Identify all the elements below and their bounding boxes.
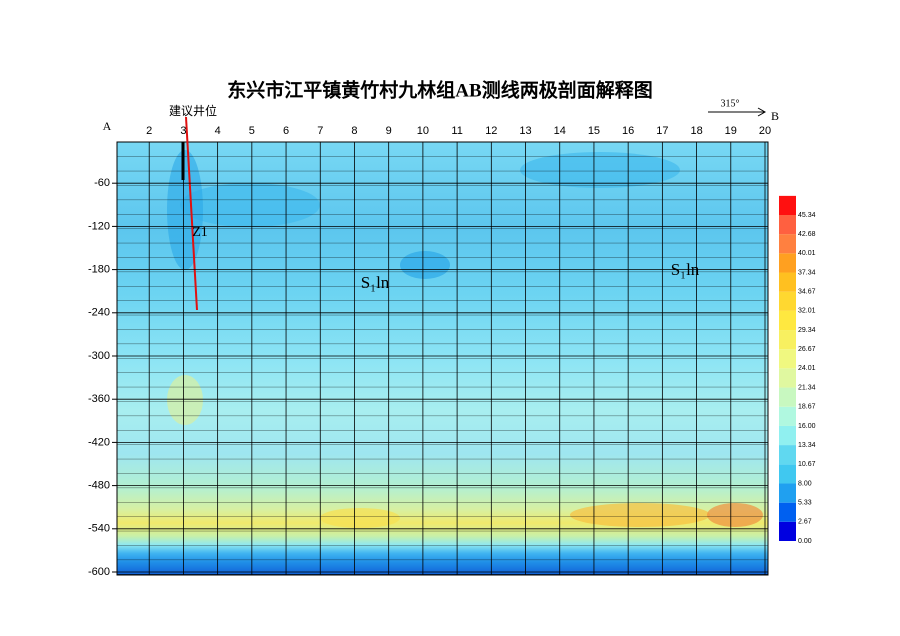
direction-label: 315° bbox=[721, 98, 740, 109]
colorbar-tick-label: 42.68 bbox=[798, 231, 816, 238]
contour-field bbox=[116, 141, 769, 576]
color-swatch bbox=[779, 310, 796, 331]
y-tick-label: -240 bbox=[88, 307, 110, 319]
colorbar-tick-label: 13.34 bbox=[798, 442, 816, 449]
x-tick-label: 17 bbox=[656, 125, 668, 137]
colorbar-tick-label: 40.01 bbox=[798, 250, 816, 257]
color-swatch bbox=[779, 195, 796, 215]
x-tick-label: 15 bbox=[588, 125, 600, 137]
y-tick-label: -420 bbox=[88, 436, 110, 448]
x-tick-label: 14 bbox=[554, 125, 566, 137]
color-swatch bbox=[779, 368, 796, 388]
color-swatch bbox=[779, 521, 796, 541]
colorbar-tick-label: 10.67 bbox=[798, 461, 816, 468]
color-swatch bbox=[779, 215, 796, 235]
well-line bbox=[185, 116, 198, 311]
x-tick-label: 19 bbox=[725, 125, 737, 137]
colorbar-tick-label: 21.34 bbox=[798, 384, 816, 391]
colorbar-tick-label: 37.34 bbox=[798, 269, 816, 276]
colorbar-tick-label: 32.01 bbox=[798, 308, 816, 315]
x-tick-label: 7 bbox=[317, 125, 323, 137]
colorbar-tick-label: 45.34 bbox=[798, 212, 816, 219]
color-swatch bbox=[779, 483, 796, 503]
color-swatch bbox=[779, 445, 796, 465]
x-tick-label: 10 bbox=[417, 125, 429, 137]
chart-title: 东兴市江平镇黄竹村九林组AB测线两极剖面解释图 bbox=[227, 78, 652, 101]
colorbar-tick-label: 16.00 bbox=[798, 423, 816, 430]
y-tick-label: -300 bbox=[88, 350, 110, 362]
color-swatch bbox=[779, 272, 796, 292]
color-swatch bbox=[779, 234, 796, 254]
y-tick-label: -120 bbox=[88, 220, 110, 232]
colorbar-tick-label: 0.00 bbox=[798, 538, 812, 545]
color-swatch bbox=[779, 349, 796, 369]
x-tick-label: 16 bbox=[622, 125, 634, 137]
x-tick-label: 12 bbox=[485, 125, 497, 137]
color-swatch bbox=[779, 253, 796, 273]
color-swatch bbox=[779, 330, 796, 350]
y-tick-label: -480 bbox=[88, 480, 110, 492]
x-tick-label: 18 bbox=[690, 125, 702, 137]
annotation: Z1 bbox=[192, 225, 208, 240]
x-tick-label: 3 bbox=[180, 125, 186, 137]
colorbar-tick-label: 29.34 bbox=[798, 327, 816, 334]
y-tick-label: -540 bbox=[88, 523, 110, 535]
direction-arrowhead bbox=[757, 107, 767, 117]
x-tick-label: 8 bbox=[351, 125, 357, 137]
color-swatch bbox=[779, 502, 796, 522]
plot-frame bbox=[116, 141, 769, 576]
y-tick-label: -60 bbox=[94, 177, 110, 189]
annotation: S₁ln bbox=[361, 273, 390, 292]
y-tick-label: -180 bbox=[88, 264, 110, 276]
x-tick-label: 6 bbox=[283, 125, 289, 137]
color-swatch bbox=[779, 291, 796, 311]
colorbar-tick-label: 26.67 bbox=[798, 346, 816, 353]
y-tick-label: -600 bbox=[88, 566, 110, 578]
x-tick-label: 13 bbox=[519, 125, 531, 137]
x-tick-label: 11 bbox=[451, 125, 462, 137]
colorbar-tick-label: 24.01 bbox=[798, 365, 816, 372]
end-label: B bbox=[771, 109, 779, 123]
color-swatch bbox=[779, 425, 796, 446]
color-swatch bbox=[779, 464, 796, 484]
colorbar-tick-label: 18.67 bbox=[798, 404, 816, 411]
x-tick-label: 5 bbox=[249, 125, 255, 137]
x-tick-label: 2 bbox=[146, 125, 152, 137]
color-swatch bbox=[779, 406, 796, 426]
color-swatch bbox=[779, 387, 796, 407]
x-tick-label: 9 bbox=[386, 125, 392, 137]
colorbar-tick-label: 5.33 bbox=[798, 500, 812, 507]
colorbar-tick-label: 34.67 bbox=[798, 289, 816, 296]
annotation: 建议井位 bbox=[169, 103, 217, 118]
x-tick-label: 20 bbox=[759, 125, 771, 137]
x-tick-label: 4 bbox=[215, 125, 221, 137]
fine-grid bbox=[117, 142, 768, 575]
y-tick-label: -360 bbox=[88, 393, 110, 405]
colorbar-tick-label: 2.67 bbox=[798, 519, 812, 526]
colorbar-tick-label: 8.00 bbox=[798, 480, 812, 487]
start-label: A bbox=[103, 119, 112, 133]
